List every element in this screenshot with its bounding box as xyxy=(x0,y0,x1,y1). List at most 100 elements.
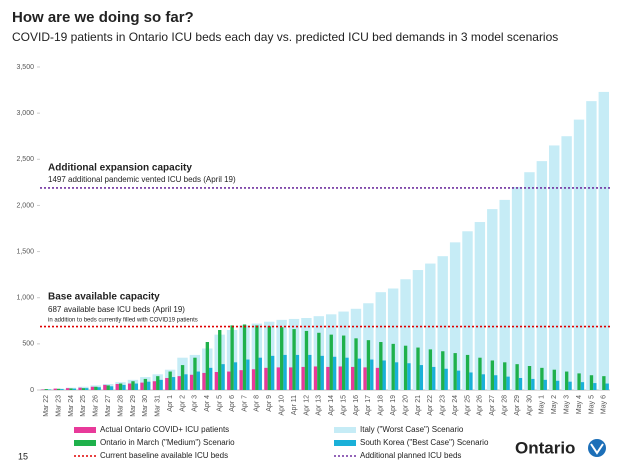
bar xyxy=(511,186,523,390)
bar xyxy=(524,172,535,390)
x-tick-label: Apr 9 xyxy=(266,395,273,412)
x-tick-label: Apr 20 xyxy=(402,395,409,416)
bar xyxy=(437,256,448,390)
legend-label: South Korea ("Best Case") Scenario xyxy=(360,438,489,447)
x-tick-label: Apr 23 xyxy=(440,395,447,416)
bar xyxy=(72,388,77,390)
bar xyxy=(301,366,305,390)
bar xyxy=(115,384,119,390)
bar xyxy=(221,364,225,390)
bar xyxy=(53,388,57,390)
bar xyxy=(462,231,473,390)
bar xyxy=(387,288,399,390)
bar xyxy=(552,369,556,390)
x-tick-label: Apr 11 xyxy=(291,395,298,415)
bar xyxy=(351,366,355,390)
bar xyxy=(295,354,300,390)
bar xyxy=(449,242,461,390)
bar xyxy=(218,330,222,390)
x-tick-label: Apr 27 xyxy=(489,395,496,416)
bar xyxy=(60,389,64,390)
bar xyxy=(165,378,169,390)
bar xyxy=(134,383,139,390)
bar xyxy=(481,374,485,390)
bar xyxy=(536,161,548,390)
bar xyxy=(474,222,486,390)
logo-icon xyxy=(588,439,606,457)
x-tick-label: Apr 7 xyxy=(241,395,248,412)
bar xyxy=(518,378,523,390)
bar xyxy=(180,365,185,390)
x-tick-label: Apr 4 xyxy=(204,395,211,412)
bar xyxy=(85,388,89,390)
x-tick-label: Apr 29 xyxy=(514,395,521,416)
chart-subtitle: COVID-19 patients in Ontario ICU beds ea… xyxy=(12,30,558,44)
legend-label: Actual Ontario COVID+ ICU patients xyxy=(100,425,229,434)
bar xyxy=(375,292,386,390)
bar xyxy=(329,334,333,390)
x-tick-label: Mar 30 xyxy=(142,395,149,417)
bar xyxy=(251,369,256,390)
x-tick-label: Mar 23 xyxy=(55,395,62,417)
bar xyxy=(289,367,293,390)
bar xyxy=(156,376,160,390)
x-tick-label: Apr 24 xyxy=(452,395,459,416)
x-tick-label: Apr 5 xyxy=(217,395,224,412)
bar xyxy=(313,366,318,390)
bar xyxy=(140,382,144,390)
x-tick-label: Apr 13 xyxy=(316,395,323,416)
bar xyxy=(573,119,585,391)
bar xyxy=(233,362,238,390)
bar xyxy=(264,367,268,390)
legend-swatch xyxy=(334,440,356,446)
bar xyxy=(106,385,110,390)
bar xyxy=(444,368,448,390)
x-tick-label: Apr 25 xyxy=(464,395,471,416)
bar xyxy=(255,325,259,390)
bar xyxy=(555,380,560,390)
bar xyxy=(577,373,581,390)
bar xyxy=(196,371,200,390)
x-tick-label: Apr 15 xyxy=(340,395,347,416)
bar xyxy=(283,354,287,390)
bar xyxy=(78,387,82,390)
legend-label: Additional planned ICU beds xyxy=(360,451,461,460)
bar xyxy=(425,263,436,390)
bar xyxy=(561,136,572,390)
x-tick-label: Apr 19 xyxy=(390,395,397,416)
x-tick-label: Apr 10 xyxy=(278,395,285,416)
page-number: 15 xyxy=(18,451,28,461)
bar xyxy=(490,360,495,390)
bar xyxy=(506,376,510,390)
x-tick-label: May 4 xyxy=(576,395,583,414)
bar xyxy=(419,365,424,390)
bar xyxy=(280,327,284,390)
bar xyxy=(94,386,98,390)
bar xyxy=(326,366,330,390)
bar xyxy=(589,375,594,390)
bar xyxy=(147,381,151,390)
bar xyxy=(184,374,188,390)
x-tick-label: May 5 xyxy=(588,395,595,414)
bar xyxy=(363,367,367,390)
bar xyxy=(407,363,411,390)
bar xyxy=(379,342,383,390)
bar xyxy=(205,342,210,390)
bar xyxy=(118,383,123,390)
bar xyxy=(131,381,135,390)
bar xyxy=(66,388,70,390)
bar xyxy=(391,343,395,390)
bar xyxy=(354,338,358,390)
bar xyxy=(168,371,172,390)
bar xyxy=(209,367,213,390)
bar xyxy=(416,347,420,390)
bar xyxy=(69,388,73,390)
bar xyxy=(494,375,498,390)
y-tick-label: 1,500 xyxy=(16,248,34,255)
bar xyxy=(338,366,342,390)
bar xyxy=(456,370,461,390)
bar xyxy=(267,326,271,390)
bar xyxy=(412,270,424,390)
bar xyxy=(320,355,324,390)
bar xyxy=(478,357,482,390)
